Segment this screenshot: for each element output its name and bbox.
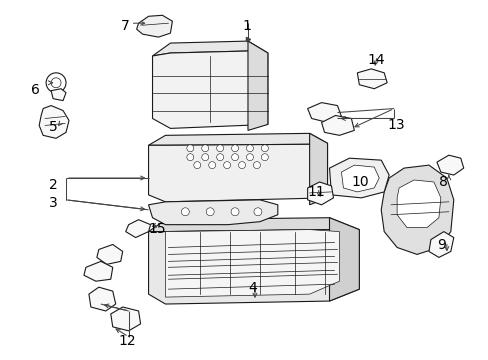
Polygon shape <box>341 165 379 192</box>
Polygon shape <box>148 230 359 304</box>
Circle shape <box>202 145 208 152</box>
Circle shape <box>181 208 189 216</box>
Text: 5: 5 <box>49 121 58 135</box>
Polygon shape <box>321 116 354 135</box>
Polygon shape <box>165 230 339 297</box>
Text: 7: 7 <box>121 19 129 33</box>
Text: 2: 2 <box>49 178 58 192</box>
Polygon shape <box>84 261 113 281</box>
Text: 8: 8 <box>438 175 447 189</box>
Polygon shape <box>152 51 267 129</box>
Polygon shape <box>436 155 463 175</box>
Circle shape <box>206 208 214 216</box>
Circle shape <box>261 145 268 152</box>
Polygon shape <box>381 165 453 255</box>
Circle shape <box>186 154 193 161</box>
Polygon shape <box>97 244 122 264</box>
Polygon shape <box>396 180 440 228</box>
Polygon shape <box>307 182 333 205</box>
Text: 1: 1 <box>242 19 250 33</box>
Polygon shape <box>152 41 267 61</box>
Text: 4: 4 <box>247 281 256 295</box>
Text: 12: 12 <box>119 334 136 348</box>
Circle shape <box>216 145 223 152</box>
Circle shape <box>253 162 260 168</box>
Circle shape <box>231 145 238 152</box>
Polygon shape <box>428 231 453 257</box>
Polygon shape <box>39 105 69 138</box>
Circle shape <box>216 154 223 161</box>
Circle shape <box>202 154 208 161</box>
Text: 15: 15 <box>148 222 166 236</box>
Circle shape <box>193 162 201 168</box>
Circle shape <box>51 78 61 88</box>
Polygon shape <box>329 218 359 301</box>
Text: 10: 10 <box>351 175 368 189</box>
Polygon shape <box>307 103 341 122</box>
Text: 14: 14 <box>366 53 384 67</box>
Circle shape <box>246 154 253 161</box>
Polygon shape <box>51 89 66 100</box>
Polygon shape <box>329 158 388 198</box>
Polygon shape <box>89 287 116 311</box>
Circle shape <box>231 208 239 216</box>
Circle shape <box>253 208 262 216</box>
Circle shape <box>246 145 253 152</box>
Text: 9: 9 <box>436 238 445 252</box>
Text: 3: 3 <box>49 196 58 210</box>
Circle shape <box>208 162 215 168</box>
Text: 6: 6 <box>31 83 40 97</box>
Text: 11: 11 <box>307 185 325 199</box>
Polygon shape <box>148 133 327 152</box>
Circle shape <box>231 154 238 161</box>
Circle shape <box>261 154 268 161</box>
Polygon shape <box>148 218 359 239</box>
Polygon shape <box>357 69 386 89</box>
Circle shape <box>186 145 193 152</box>
Circle shape <box>46 73 66 93</box>
Polygon shape <box>111 307 141 331</box>
Text: 13: 13 <box>386 118 404 132</box>
Circle shape <box>223 162 230 168</box>
Polygon shape <box>309 133 327 205</box>
Polygon shape <box>148 144 327 202</box>
Polygon shape <box>247 41 267 130</box>
Polygon shape <box>125 220 150 238</box>
Circle shape <box>238 162 245 168</box>
Polygon shape <box>136 15 172 37</box>
Polygon shape <box>148 200 277 225</box>
